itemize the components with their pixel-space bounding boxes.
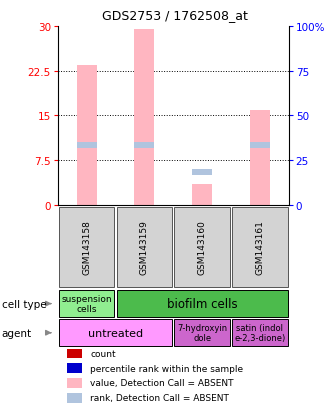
Text: GDS2753 / 1762508_at: GDS2753 / 1762508_at [102,9,248,22]
Bar [77,66,97,206]
Text: GSM143160: GSM143160 [198,220,207,275]
Text: biofilm cells: biofilm cells [167,297,238,310]
Text: GSM143159: GSM143159 [140,220,149,275]
Bar [67,363,82,373]
Text: percentile rank within the sample: percentile rank within the sample [90,364,243,373]
Bar [232,207,288,288]
Bar [232,320,288,346]
Bar [134,30,154,206]
Bar [67,349,82,358]
Bar [174,320,230,346]
Bar [250,110,270,206]
Text: untreated: untreated [88,328,143,338]
Text: cell type: cell type [2,299,46,309]
Bar [250,143,270,149]
Bar [117,207,172,288]
Text: agent: agent [2,328,32,338]
Bar [67,393,82,403]
Text: 7-hydroxyin
dole: 7-hydroxyin dole [177,323,227,343]
Bar [192,170,212,176]
Bar [192,185,212,206]
Text: rank, Detection Call = ABSENT: rank, Detection Call = ABSENT [90,393,229,402]
Text: satin (indol
e-2,3-dione): satin (indol e-2,3-dione) [234,323,285,343]
Bar [59,320,172,346]
Bar [59,290,114,317]
Text: suspension
cells: suspension cells [61,294,112,313]
Text: GSM143161: GSM143161 [255,220,264,275]
Text: count: count [90,349,116,358]
Text: value, Detection Call = ABSENT: value, Detection Call = ABSENT [90,379,234,387]
Bar [174,207,230,288]
Bar [59,207,114,288]
Text: GSM143158: GSM143158 [82,220,91,275]
Bar [77,143,97,149]
Bar [67,378,82,388]
Bar [117,290,288,317]
Bar [134,143,154,149]
